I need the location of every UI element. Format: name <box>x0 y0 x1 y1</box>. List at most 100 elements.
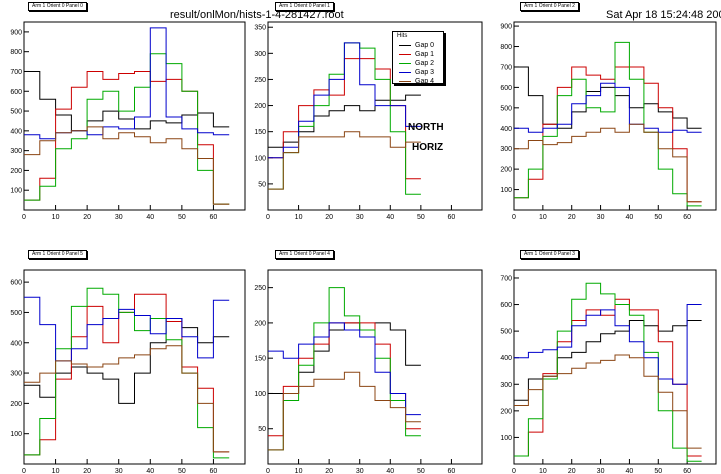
series-line-gap-4 <box>514 123 702 203</box>
x-tick-label: 60 <box>683 468 691 474</box>
y-tick-label: 300 <box>10 371 22 378</box>
x-tick-label: 0 <box>22 468 26 474</box>
y-tick-label: 100 <box>254 391 266 398</box>
y-tick-label: 400 <box>500 126 512 133</box>
x-tick-label: 0 <box>266 214 270 221</box>
y-tick-label: 300 <box>500 382 512 389</box>
file-path-label: result/onlMon/hists-1-4-281427.root <box>170 9 344 21</box>
y-tick-label: 200 <box>500 167 512 174</box>
plot-frame <box>267 21 483 211</box>
y-tick-label: 400 <box>500 355 512 362</box>
x-tick-label: 30 <box>356 468 364 474</box>
y-tick-label: 800 <box>10 49 22 56</box>
plot-frame <box>23 21 246 211</box>
x-tick-label: 20 <box>325 214 333 221</box>
legend-swatch <box>399 45 411 46</box>
series-line-gap-4 <box>268 371 421 451</box>
y-tick-label: 300 <box>500 146 512 153</box>
y-tick-label: 300 <box>10 148 22 155</box>
datetime-label: Sat Apr 18 15:24:48 2009 <box>606 9 721 21</box>
x-tick-label: 30 <box>115 468 123 474</box>
x-tick-label: 30 <box>356 214 364 221</box>
x-tick-label: 20 <box>568 468 576 474</box>
legend-swatch <box>399 81 411 82</box>
legend-label: Gap 0 <box>415 42 435 49</box>
legend-item: Gap 4 <box>393 77 443 86</box>
y-tick-label: 100 <box>500 187 512 194</box>
x-tick-label: 10 <box>52 214 60 221</box>
x-tick-label: 40 <box>386 468 394 474</box>
legend-box: Hits Gap 0 Gap 1 Gap 2 Gap 3 Gap 4 <box>392 31 444 86</box>
y-tick-label: 200 <box>500 408 512 415</box>
x-tick-label: 30 <box>597 468 605 474</box>
x-tick-label: 10 <box>295 468 303 474</box>
y-tick-label: 400 <box>10 128 22 135</box>
legend-swatch <box>399 72 411 73</box>
y-tick-label: 500 <box>10 109 22 116</box>
legend-swatch <box>399 63 411 64</box>
y-tick-label: 100 <box>254 155 266 162</box>
x-tick-label: 50 <box>178 468 186 474</box>
y-tick-label: 900 <box>10 29 22 36</box>
legend-item: Gap 3 <box>393 68 443 77</box>
legend-title: Hits <box>397 33 408 39</box>
x-tick-label: 50 <box>417 214 425 221</box>
y-tick-label: 500 <box>500 105 512 112</box>
y-tick-label: 800 <box>500 44 512 51</box>
panel-title-0: Arm 1 Orient 0 Panel 0 <box>28 2 87 11</box>
x-tick-label: 50 <box>654 214 662 221</box>
x-tick-label: 40 <box>146 468 154 474</box>
series-line-gap-3 <box>514 82 702 133</box>
x-tick-label: 10 <box>295 214 303 221</box>
series-line-gap-3 <box>268 322 421 416</box>
y-tick-label: 200 <box>254 320 266 327</box>
legend-item: Gap 0 <box>393 41 443 50</box>
x-tick-label: 40 <box>146 214 154 221</box>
panel-title-5: Arm 1 Orient 0 Panel 5 <box>28 250 87 259</box>
series-line-gap-4 <box>24 126 230 205</box>
y-tick-label: 600 <box>500 85 512 92</box>
legend-swatch <box>399 54 411 55</box>
y-tick-label: 500 <box>10 310 22 317</box>
series-line-gap-3 <box>514 304 702 385</box>
series-line-gap-4 <box>514 354 702 449</box>
x-tick-label: 60 <box>448 214 456 221</box>
y-tick-label: 100 <box>10 431 22 438</box>
x-tick-label: 0 <box>512 468 516 474</box>
series-line-gap-2 <box>514 282 702 462</box>
x-tick-label: 60 <box>210 214 218 221</box>
y-tick-label: 150 <box>254 356 266 363</box>
y-tick-label: 700 <box>500 64 512 71</box>
x-tick-label: 40 <box>626 214 634 221</box>
y-tick-label: 300 <box>254 51 266 58</box>
y-tick-label: 700 <box>500 275 512 282</box>
y-tick-label: 250 <box>254 285 266 292</box>
x-tick-label: 10 <box>539 214 547 221</box>
y-tick-label: 150 <box>254 129 266 136</box>
panel-title-1: Arm 1 Orient 0 Panel 1 <box>275 2 334 11</box>
x-tick-label: 50 <box>417 468 425 474</box>
series-line-gap-4 <box>24 345 230 453</box>
y-tick-label: 700 <box>10 69 22 76</box>
x-tick-label: 50 <box>654 468 662 474</box>
x-tick-label: 50 <box>178 214 186 221</box>
y-tick-label: 600 <box>10 280 22 287</box>
north-label: NORTH <box>408 122 444 133</box>
series-line-gap-4 <box>268 131 421 190</box>
y-tick-label: 200 <box>10 168 22 175</box>
x-tick-label: 30 <box>597 214 605 221</box>
x-tick-label: 30 <box>115 214 123 221</box>
x-tick-label: 60 <box>448 468 456 474</box>
legend-item: Gap 2 <box>393 59 443 68</box>
y-tick-label: 600 <box>10 89 22 96</box>
y-tick-label: 100 <box>500 435 512 442</box>
x-tick-label: 40 <box>626 468 634 474</box>
panel-title-4: Arm 1 Orient 0 Panel 4 <box>275 250 334 259</box>
x-tick-label: 40 <box>386 214 394 221</box>
y-tick-label: 200 <box>10 401 22 408</box>
y-tick-label: 350 <box>254 25 266 32</box>
y-tick-label: 900 <box>500 24 512 31</box>
y-tick-label: 100 <box>10 188 22 195</box>
y-tick-label: 50 <box>258 181 266 188</box>
